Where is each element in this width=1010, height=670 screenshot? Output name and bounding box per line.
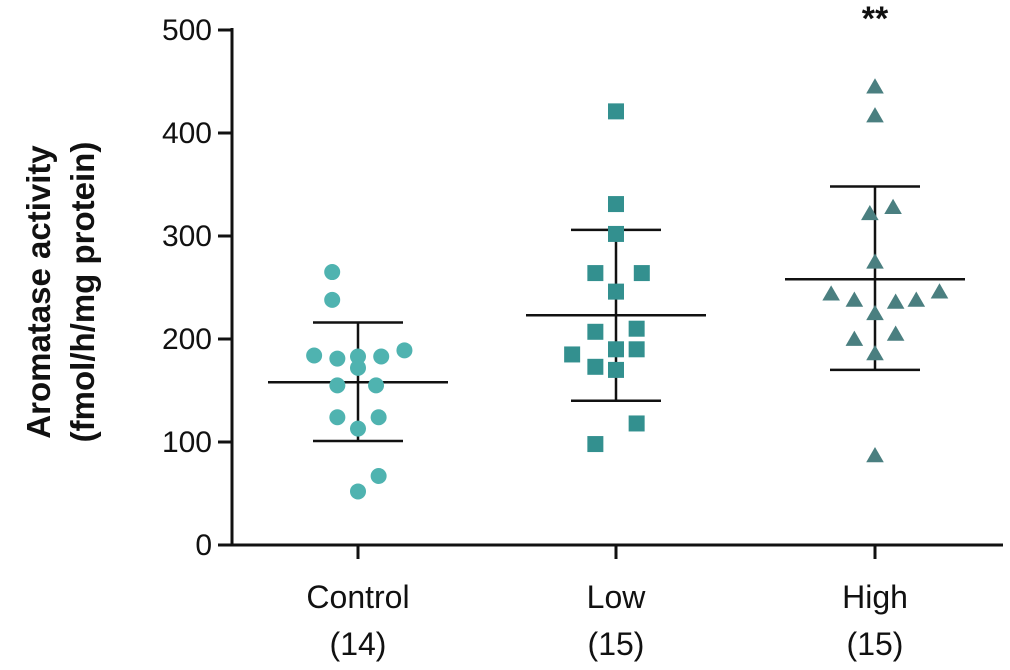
control-point-7 [329, 377, 346, 394]
high-point-1 [866, 107, 884, 123]
control-n-label: (14) [330, 626, 387, 662]
y-tick-label: 300 [162, 220, 212, 253]
y-tick-label: 400 [162, 117, 212, 150]
control-point-13 [370, 467, 387, 484]
y-tick-label: 0 [195, 529, 212, 562]
low-point-1 [608, 196, 624, 213]
control-point-8 [350, 359, 366, 376]
error-bars [268, 185, 965, 443]
high-point-4 [866, 253, 884, 269]
low-point-14 [587, 436, 604, 453]
high-n-label: (15) [847, 626, 904, 662]
low-point-9 [587, 358, 604, 375]
high-point-5 [822, 285, 840, 301]
low-point-0 [608, 103, 624, 120]
y-axis-title-line1: Aromatase activity [20, 145, 57, 439]
high-point-11 [845, 330, 864, 346]
control-point-0 [324, 264, 341, 281]
low-point-6 [587, 323, 604, 340]
annotations: ** [862, 0, 889, 38]
high-significance-annotation: ** [862, 0, 889, 38]
control-point-9 [368, 377, 385, 394]
low-point-13 [628, 415, 645, 432]
high-point-12 [886, 325, 905, 341]
data-points [306, 78, 949, 500]
control-point-6 [396, 342, 413, 359]
high-point-14 [866, 447, 884, 463]
high-point-7 [866, 304, 884, 321]
high-point-13 [866, 345, 884, 361]
y-axis-title-line2: (fmol/h/mg protein) [64, 142, 101, 443]
low-point-5 [608, 283, 624, 300]
y-tick-label: 100 [162, 426, 212, 459]
low-point-12 [608, 361, 624, 378]
high-category-label: High [842, 579, 908, 615]
low-point-8 [564, 346, 581, 363]
control-point-1 [324, 291, 341, 308]
low-point-4 [633, 265, 650, 282]
high-point-9 [907, 291, 926, 307]
control-point-2 [306, 347, 323, 364]
low-point-10 [608, 341, 624, 358]
low-point-11 [628, 341, 645, 358]
y-axis-title: Aromatase activity (fmol/h/mg protein) [20, 142, 101, 443]
high-point-2 [861, 204, 879, 221]
low-point-2 [608, 225, 624, 242]
high-point-8 [886, 293, 905, 309]
control-point-3 [329, 350, 346, 367]
high-point-10 [930, 283, 949, 299]
x-axis [230, 543, 1003, 559]
low-n-label: (15) [588, 626, 645, 662]
control-category-label: Control [306, 579, 409, 615]
control-point-14 [350, 483, 366, 500]
low-point-7 [628, 320, 645, 337]
y-axis: 0 100 200 300 400 500 [162, 14, 234, 562]
low-category-label: Low [587, 579, 647, 615]
low-point-3 [587, 265, 604, 282]
high-point-3 [884, 198, 902, 214]
control-point-5 [373, 348, 390, 365]
category-labels: Control (14) Low (15) High (15) [306, 579, 907, 662]
y-tick-label: 200 [162, 323, 212, 356]
control-point-12 [350, 420, 366, 437]
y-tick-label: 500 [162, 14, 212, 47]
high-point-6 [845, 291, 864, 307]
control-point-10 [329, 409, 346, 426]
control-point-11 [370, 409, 387, 426]
control-point-4 [350, 348, 366, 365]
high-point-0 [866, 78, 884, 94]
